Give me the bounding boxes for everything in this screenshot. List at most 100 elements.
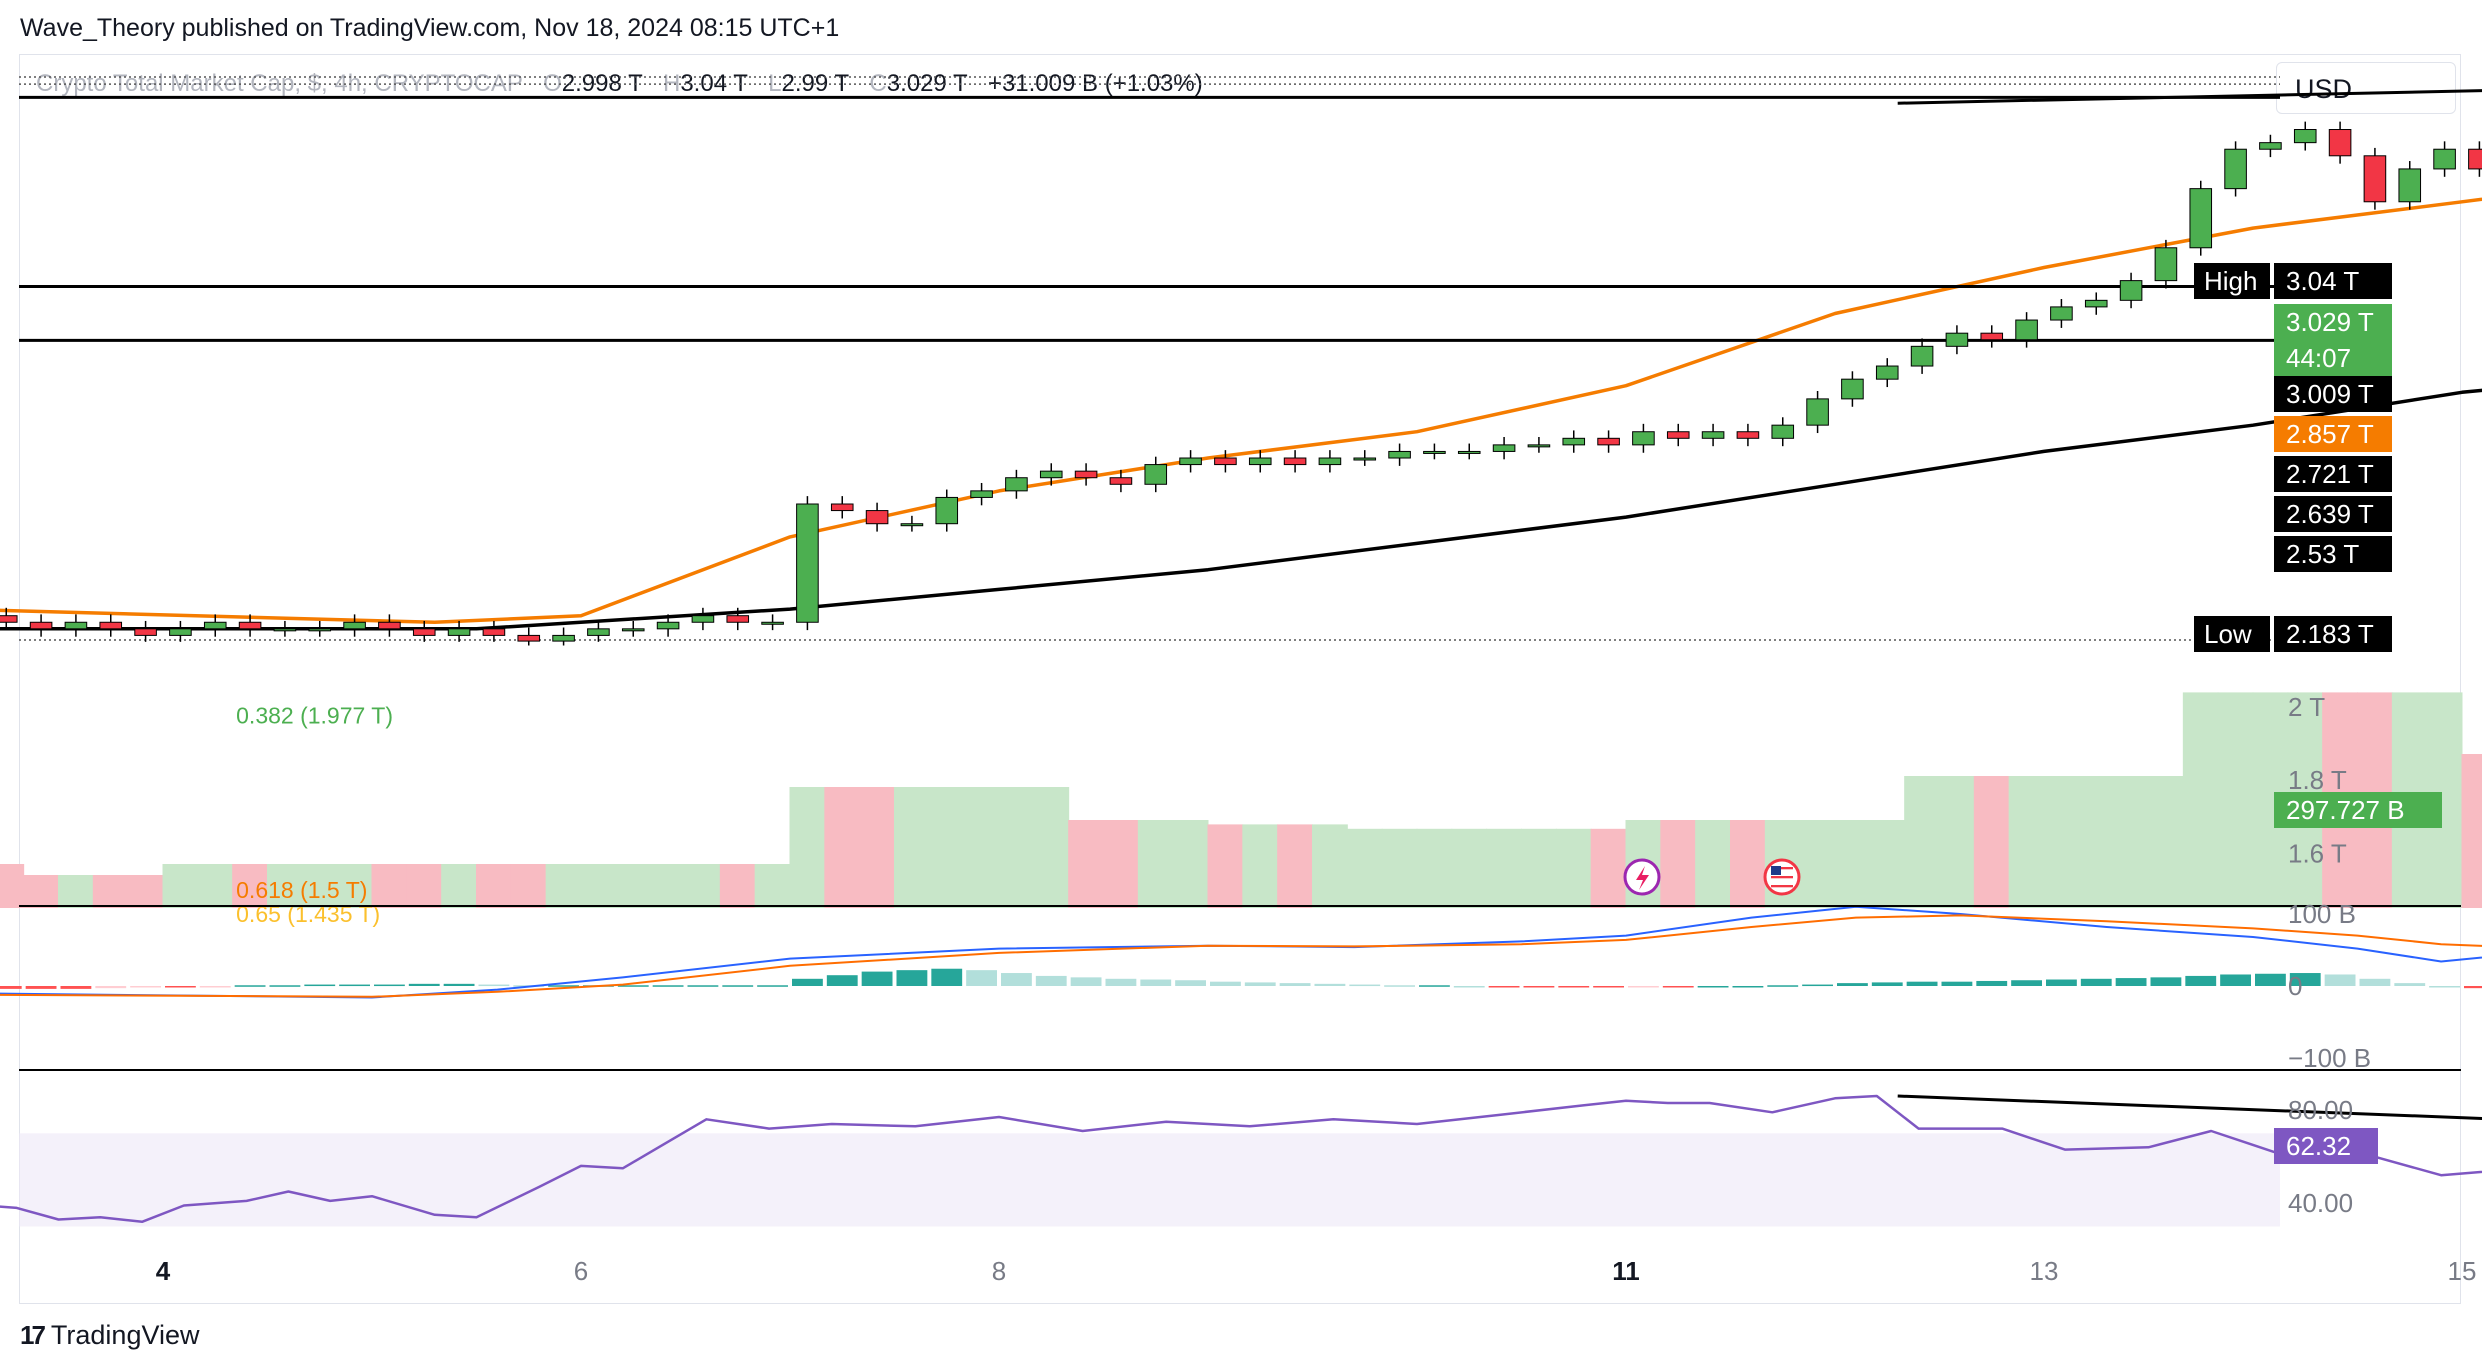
fib-label: 0.618 (1.5 T)	[236, 877, 367, 903]
volume-bar	[1869, 820, 1906, 908]
candle-body	[1736, 431, 1760, 439]
volume-bar	[58, 875, 94, 908]
candle-body	[1632, 431, 1655, 446]
candle-body	[587, 628, 610, 636]
rsi-badge: 62.32	[2274, 1128, 2378, 1164]
candle-body	[970, 490, 993, 498]
macd-histogram-bar	[1837, 983, 1868, 986]
volume-bar	[441, 864, 477, 908]
close-label: C	[869, 70, 887, 97]
countdown-timer: 44:07	[2286, 343, 2351, 373]
macd-histogram-bar	[2429, 986, 2460, 988]
macd-histogram-bar	[2080, 978, 2112, 986]
macd-histogram-bar	[757, 985, 788, 987]
macd-axis-tick: −100 B	[2288, 1043, 2371, 1073]
tradingview-logo[interactable]: 17 TradingView	[20, 1320, 200, 1351]
volume-bar	[928, 787, 965, 908]
volume-bar	[1242, 824, 1279, 908]
volume-bar	[371, 864, 408, 908]
volume-badge-bg	[2274, 792, 2442, 828]
volume-bar	[2043, 776, 2080, 908]
lightning-event-icon	[1623, 858, 1661, 896]
macd-histogram-bar	[548, 985, 579, 987]
flag-canton	[1771, 866, 1781, 875]
volume-bar	[2078, 776, 2115, 908]
price-badge: 2.183 T Low	[2194, 616, 2392, 652]
volume-bar	[267, 864, 303, 908]
candle-body	[2468, 148, 2482, 170]
candle-body	[1423, 450, 1446, 454]
volume-bar	[1312, 824, 1348, 908]
volume-bar	[2182, 692, 2219, 908]
badge-tag-bg	[2194, 263, 2270, 299]
volume-bar	[754, 864, 791, 908]
candle-body	[1806, 398, 1829, 426]
rsi-axis-tick: 80.00	[2288, 1095, 2353, 1125]
candle-body	[1283, 457, 1307, 466]
candle-body	[169, 628, 192, 636]
macd-line	[0, 905, 2482, 999]
volume-bar	[2008, 776, 2045, 908]
rsi-badge-bg	[2274, 1128, 2378, 1164]
volume-bar	[824, 787, 861, 908]
us-flag-event-icon	[1763, 858, 1801, 896]
volume-bar	[1033, 787, 1070, 908]
currency-button[interactable]: USD	[2276, 62, 2456, 114]
candle-body	[134, 628, 157, 636]
rsi-band	[19, 1133, 2280, 1227]
ohlc-legend: Crypto Total Market Cap, $, 4h, CRYPTOCA…	[36, 70, 1203, 98]
price-badge-value: 2.183 T	[2286, 619, 2374, 649]
macd-histogram-bar	[1906, 981, 1938, 986]
volume-bar	[301, 864, 338, 908]
macd-histogram-bar	[1732, 986, 1764, 988]
price-badge-bg	[2274, 456, 2392, 492]
price-badge-bg	[2274, 416, 2392, 452]
macd-histogram-bar	[1175, 980, 1206, 986]
badge-tag-bg	[2194, 616, 2270, 652]
rsi-line	[0, 1094, 2482, 1224]
candle-body	[1771, 424, 1795, 439]
macd-histogram-bar	[408, 983, 440, 986]
candle-body	[2259, 142, 2282, 150]
candle-body	[203, 621, 227, 630]
volume-bar	[510, 864, 547, 908]
price-badge-value: 2.857 T	[2286, 419, 2374, 449]
candle-body	[238, 621, 262, 630]
time-axis-tick: 13	[2030, 1256, 2059, 1286]
candle-body	[900, 523, 924, 527]
candle-body	[2398, 168, 2422, 203]
volume-bar	[1416, 828, 1453, 908]
candle-body	[1875, 365, 1899, 380]
macd-histogram-bar	[1244, 982, 1276, 986]
volume-bar	[1799, 820, 1836, 908]
volume-bar	[1555, 828, 1592, 908]
macd-histogram-bar	[1976, 980, 2008, 986]
macd-histogram-bar	[1140, 979, 1172, 986]
ema-black-line	[0, 388, 2482, 631]
macd-histogram-bar	[130, 986, 161, 988]
price-badge: 2.53 T	[2274, 536, 2392, 572]
flag-stripe	[1771, 867, 1793, 870]
macd-histogram-bar	[1001, 973, 1032, 986]
candle-body	[830, 503, 854, 512]
rsi-badge-value: 62.32	[2286, 1131, 2351, 1161]
signal-line	[0, 914, 2482, 998]
candle-body	[2154, 247, 2178, 282]
candle-body	[378, 621, 401, 630]
volume-bar	[1973, 776, 2010, 908]
candle-body	[1388, 450, 1411, 459]
candle-body	[99, 621, 123, 630]
volume-bar	[232, 864, 268, 908]
volume-badge: 297.727 B	[2274, 792, 2442, 828]
candle-body	[1109, 477, 1133, 485]
macd-histogram-bar	[478, 984, 510, 987]
macd-histogram-bar	[2220, 974, 2251, 986]
volume-badge-value: 297.727 B	[2286, 795, 2405, 825]
volume-bar	[998, 787, 1035, 908]
macd-histogram-bar	[1070, 977, 1102, 986]
price-badges: 3.04 T High 3.029 T 44:07 3.009 T 2.857 T 2.72…	[2194, 263, 2442, 1164]
macd-histogram-bar	[304, 984, 336, 987]
volume-bar	[650, 864, 686, 908]
